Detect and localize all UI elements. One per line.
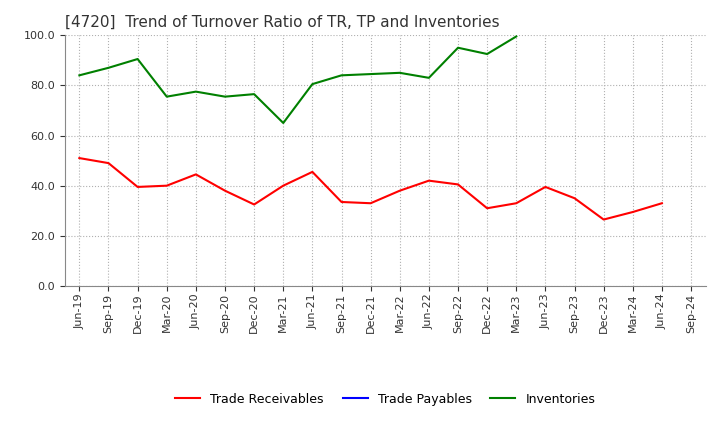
Legend: Trade Receivables, Trade Payables, Inventories: Trade Receivables, Trade Payables, Inven… — [170, 388, 600, 411]
Trade Receivables — [133, 184, 142, 190]
Trade Receivables — [570, 195, 579, 201]
Trade Receivables — [192, 172, 200, 177]
Trade Receivables — [541, 184, 550, 190]
Trade Receivables — [483, 205, 492, 211]
Inventories — [279, 120, 287, 125]
Trade Receivables — [599, 217, 608, 222]
Trade Receivables — [308, 169, 317, 175]
Inventories — [483, 51, 492, 57]
Trade Receivables — [454, 182, 462, 187]
Line: Inventories: Inventories — [79, 37, 516, 123]
Text: [4720]  Trend of Turnover Ratio of TR, TP and Inventories: [4720] Trend of Turnover Ratio of TR, TP… — [65, 15, 500, 30]
Trade Receivables — [163, 183, 171, 188]
Trade Receivables — [250, 202, 258, 207]
Trade Receivables — [629, 209, 637, 215]
Trade Receivables — [279, 183, 287, 188]
Trade Receivables — [366, 201, 375, 206]
Inventories — [133, 56, 142, 62]
Inventories — [308, 81, 317, 87]
Inventories — [104, 65, 113, 70]
Inventories — [220, 94, 229, 99]
Inventories — [454, 45, 462, 50]
Trade Receivables — [75, 155, 84, 161]
Inventories — [395, 70, 404, 75]
Inventories — [512, 34, 521, 39]
Trade Receivables — [657, 201, 666, 206]
Trade Receivables — [337, 199, 346, 205]
Line: Trade Receivables: Trade Receivables — [79, 158, 662, 220]
Inventories — [366, 71, 375, 77]
Inventories — [163, 94, 171, 99]
Trade Receivables — [512, 201, 521, 206]
Inventories — [337, 73, 346, 78]
Inventories — [192, 89, 200, 94]
Inventories — [425, 75, 433, 81]
Inventories — [75, 73, 84, 78]
Trade Receivables — [104, 161, 113, 166]
Trade Receivables — [425, 178, 433, 183]
Trade Receivables — [395, 188, 404, 193]
Inventories — [250, 92, 258, 97]
Trade Receivables — [220, 188, 229, 193]
